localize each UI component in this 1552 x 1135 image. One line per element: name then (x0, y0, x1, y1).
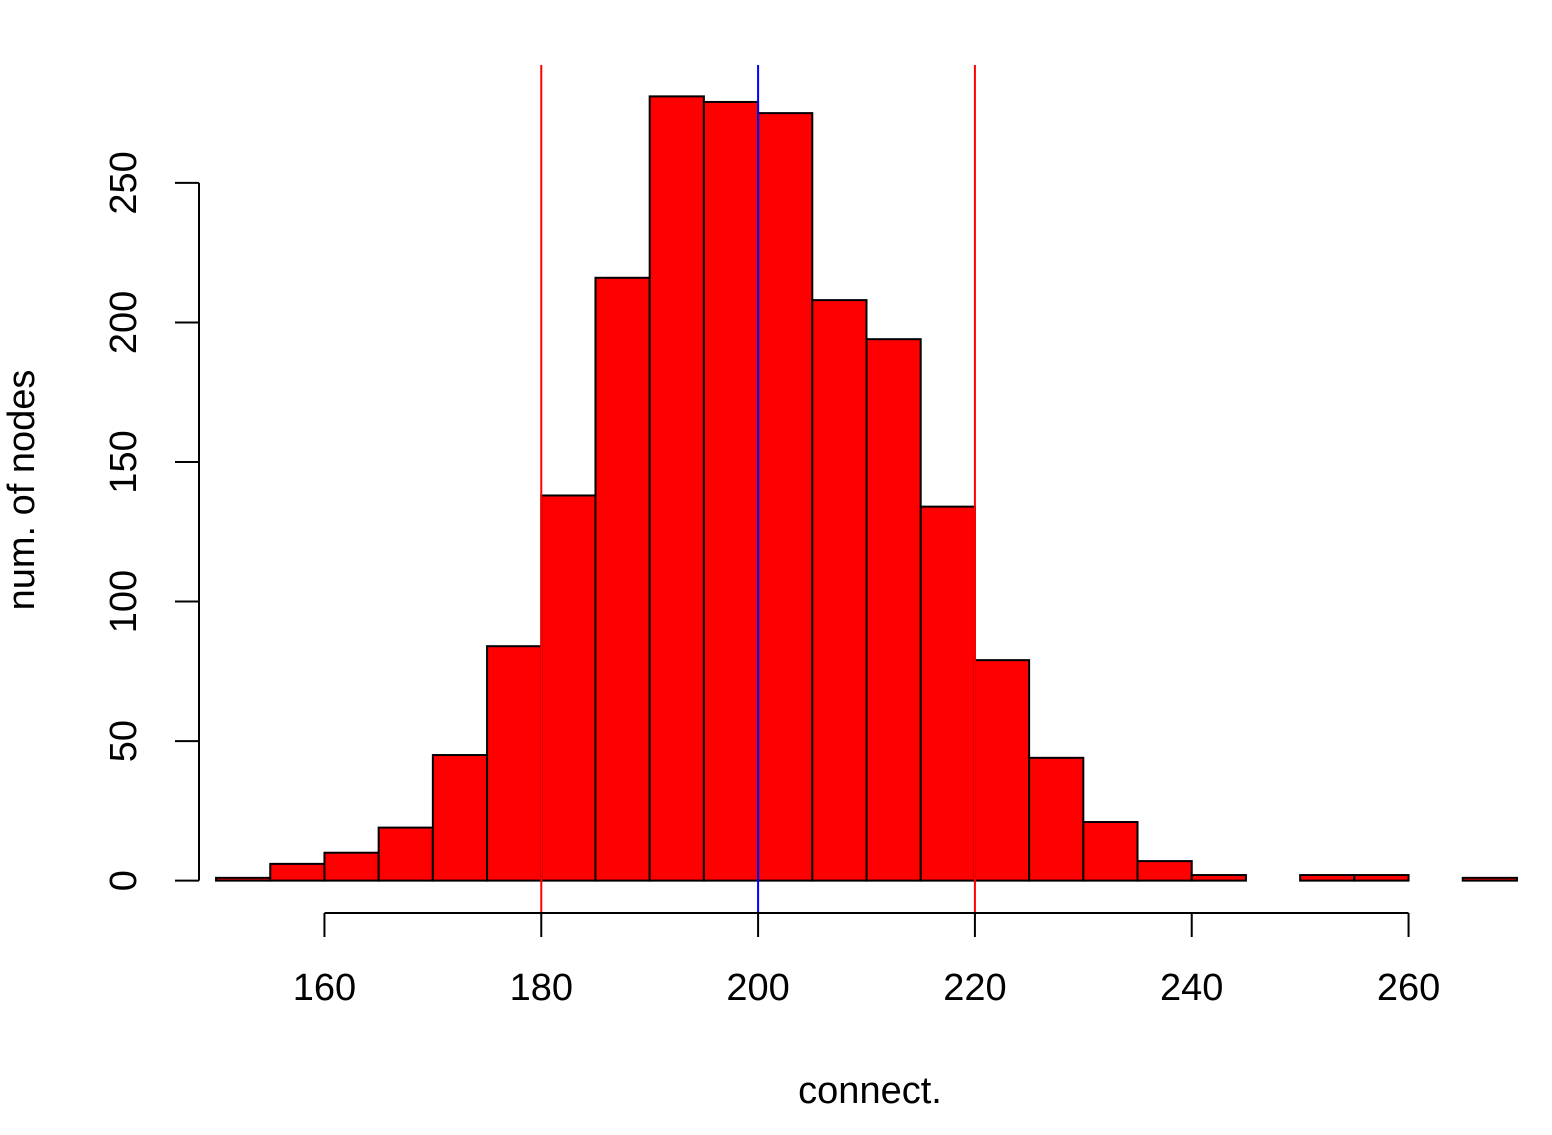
y-tick-label: 0 (103, 870, 145, 891)
bar (973, 659, 1031, 882)
bar (757, 112, 814, 882)
bar (811, 299, 868, 882)
x-tick-label: 240 (1160, 967, 1223, 1009)
bar (269, 862, 326, 882)
y-axis-label: num. of nodes (1, 370, 43, 611)
bar (215, 876, 272, 882)
bar (1353, 874, 1410, 882)
y-tick-label: 50 (103, 720, 145, 762)
x-axis-label: connect. (798, 1070, 942, 1112)
bar (323, 851, 380, 882)
bar (702, 100, 760, 882)
x-tick-label: 260 (1377, 967, 1440, 1009)
bar (377, 826, 434, 882)
bar (865, 338, 922, 882)
bar (486, 645, 543, 882)
y-tick-label: 100 (103, 570, 145, 633)
bar (1136, 860, 1193, 882)
bar (540, 494, 597, 882)
bar (1299, 874, 1356, 882)
x-tick-label: 220 (943, 967, 1006, 1009)
y-tick-label: 150 (103, 430, 145, 493)
bar (1461, 876, 1518, 882)
bar (1082, 821, 1139, 882)
x-tick-label: 180 (510, 967, 573, 1009)
y-tick-label: 250 (103, 151, 145, 214)
x-tick-label: 160 (293, 967, 356, 1009)
bar (919, 505, 976, 882)
bar (1190, 874, 1247, 882)
bar (648, 95, 705, 882)
x-tick-label: 200 (726, 967, 789, 1009)
bar (1028, 756, 1085, 882)
y-tick-label: 200 (103, 291, 145, 354)
bar (431, 754, 489, 882)
bar (594, 276, 651, 882)
